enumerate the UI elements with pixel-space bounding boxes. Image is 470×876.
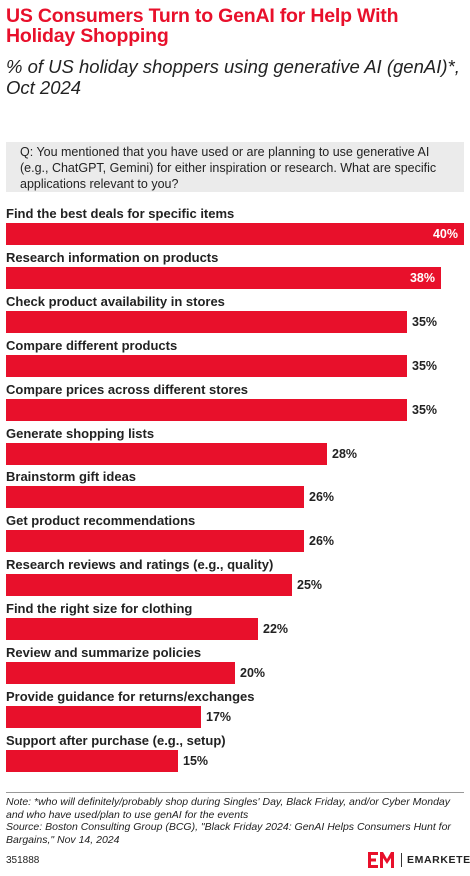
value-label: 26%	[309, 534, 335, 549]
bar	[6, 398, 407, 421]
value-label: 35%	[412, 402, 438, 417]
bar	[6, 574, 292, 597]
footer-notes: Note: *who will definitely/probably shop…	[6, 796, 466, 846]
question-text: Q: You mentioned that you have used or a…	[20, 145, 437, 191]
bar	[6, 662, 235, 684]
chart-title: US Consumers Turn to GenAI for Help With…	[6, 5, 399, 47]
value-label: 35%	[412, 358, 438, 373]
em-logo-icon	[368, 852, 394, 868]
category-label: Brainstorm gift ideas	[6, 469, 137, 485]
question-background	[6, 142, 464, 192]
source-text: Source: Boston Consulting Group (BCG), "…	[6, 821, 451, 846]
bar	[6, 266, 441, 289]
bar	[6, 442, 327, 465]
category-label: Research information on products	[6, 249, 219, 265]
value-label: 35%	[412, 314, 438, 329]
category-label: Research reviews and ratings (e.g., qual…	[6, 557, 274, 573]
value-label: 25%	[297, 578, 323, 593]
chart-subtitle: % of US holiday shoppers using generativ…	[6, 56, 460, 98]
bar	[6, 223, 464, 245]
bar	[6, 354, 407, 377]
value-label: 26%	[309, 490, 335, 505]
bar	[6, 530, 304, 553]
category-label: Get product recommendations	[6, 513, 196, 529]
category-label: Provide guidance for returns/exchanges	[6, 688, 255, 704]
bar	[6, 618, 258, 641]
value-label: 15%	[183, 753, 209, 768]
question-box: Q: You mentioned that you have used or a…	[6, 142, 464, 192]
bar	[6, 486, 304, 509]
bar	[6, 705, 201, 728]
category-label: Support after purchase (e.g., setup)	[6, 732, 226, 748]
brand-name: EMARKETER	[407, 854, 470, 866]
value-label: 40%	[432, 227, 458, 241]
chart-id: 351888	[6, 855, 40, 866]
logo-separator	[401, 853, 402, 867]
footer-divider	[6, 792, 464, 793]
category-label: Compare different products	[6, 337, 178, 353]
value-label: 38%	[409, 270, 435, 285]
bar	[6, 310, 407, 333]
category-label: Review and summarize policies	[6, 645, 202, 660]
note-text: Note: *who will definitely/probably shop…	[6, 796, 450, 821]
category-label: Check product availability in stores	[6, 293, 225, 309]
value-label: 22%	[263, 622, 289, 637]
category-label: Find the right size for clothing	[6, 601, 193, 617]
value-label: 17%	[206, 709, 232, 724]
emarketer-logo: EMARKETER	[368, 850, 470, 870]
value-label: 28%	[332, 446, 358, 461]
category-label: Compare prices across different stores	[6, 381, 249, 397]
category-label: Generate shopping lists	[6, 425, 155, 441]
category-label: Find the best deals for specific items	[6, 206, 235, 221]
bar	[6, 749, 178, 772]
value-label: 20%	[240, 666, 266, 680]
